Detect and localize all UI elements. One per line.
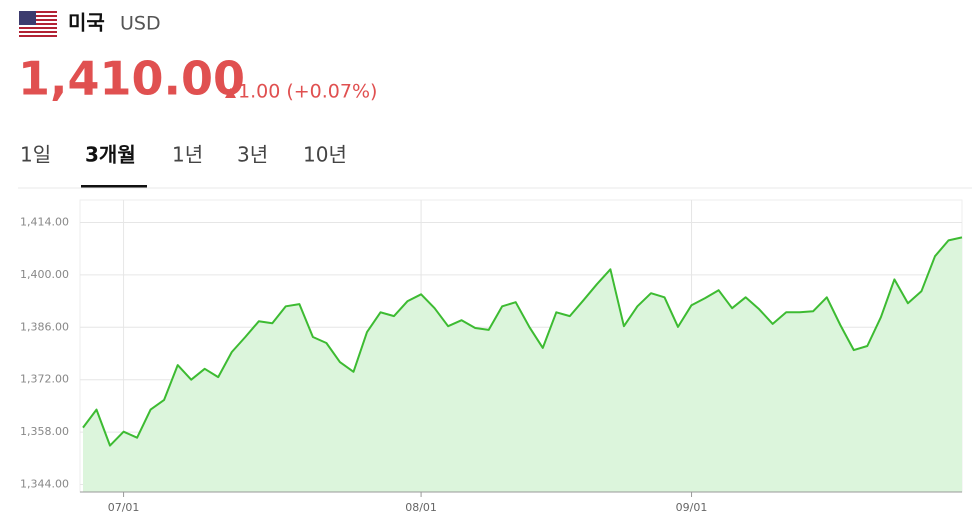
tabs: 1일 3개월 1년 3년 10년 <box>20 143 347 188</box>
line <box>82 236 963 447</box>
tab[interactable]: 10년 <box>303 143 347 167</box>
tab[interactable]: 3개월 <box>85 143 136 167</box>
y-tick-label: 1,372.00 <box>20 373 69 386</box>
y-tick-label: 1,344.00 <box>20 478 69 491</box>
tab[interactable]: 3년 <box>237 143 268 167</box>
x-tick-label: 09/01 <box>676 501 708 514</box>
up-arrow <box>225 88 236 98</box>
y-tick-label: 1,414.00 <box>20 215 69 228</box>
y-tick-label: 1,386.00 <box>20 320 69 333</box>
currency: USD <box>120 13 161 35</box>
x-tick-label: 07/01 <box>108 501 140 514</box>
x-tick-label: 08/01 <box>405 501 437 514</box>
area <box>83 237 962 492</box>
tab-underline <box>81 185 147 188</box>
country: 미국 <box>68 11 105 35</box>
y-tick-label: 1,400.00 <box>20 268 69 281</box>
y-tick-label: 1,358.00 <box>20 425 69 438</box>
flag <box>19 11 57 37</box>
change: 1.00 (+0.07%) <box>238 81 377 103</box>
tab[interactable]: 1년 <box>172 143 203 167</box>
tab[interactable]: 1일 <box>20 143 51 167</box>
price: 1,410.00 <box>18 52 245 106</box>
chart: 1,344.00 1,358.00 1,372.00 1,386.00 1,400.00… <box>20 199 963 514</box>
